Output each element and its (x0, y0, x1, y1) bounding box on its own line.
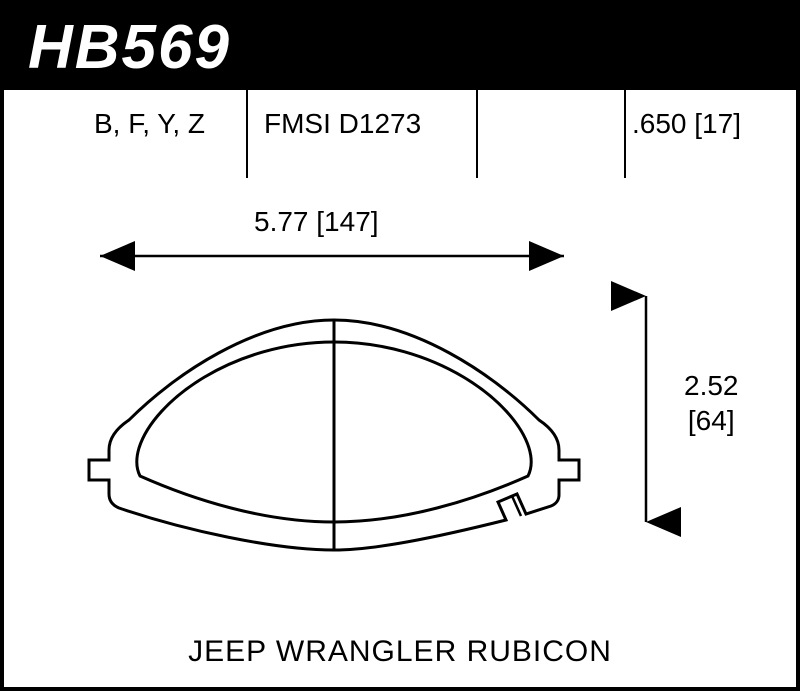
spec-thickness: .650 [17] (632, 108, 741, 140)
spec-row: B, F, Y, Z FMSI D1273 .650 [17] (4, 90, 796, 200)
part-number: HB569 (28, 12, 231, 83)
diagram-svg (4, 200, 796, 600)
spec-compounds: B, F, Y, Z (94, 108, 205, 140)
header-bar: HB569 (4, 4, 796, 90)
spec-fmsi: FMSI D1273 (264, 108, 421, 140)
spec-divider-2 (476, 90, 478, 178)
dim-height-line1: 2.52 (684, 370, 739, 401)
spec-divider-3 (624, 90, 626, 178)
footer-vehicle: JEEP WRANGLER RUBICON (4, 635, 796, 669)
spec-divider-1 (246, 90, 248, 178)
dim-width-label: 5.77 [147] (254, 206, 379, 238)
dim-height-label: 2.52 [64] (684, 368, 739, 438)
diagram-area: 5.77 [147] 2.52 [64] (4, 200, 796, 600)
dim-height-line2: [64] (688, 405, 735, 436)
